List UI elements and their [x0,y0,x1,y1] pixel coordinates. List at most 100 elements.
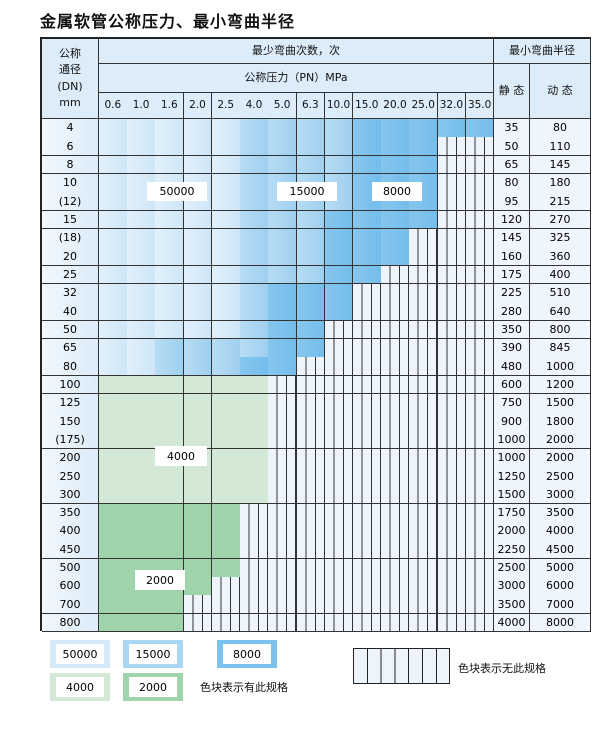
dynamic-radius-cell: 510 [530,283,591,303]
no-spec-cell [183,595,213,615]
spec-cell [240,412,269,431]
no-spec-cell [437,485,467,505]
no-spec-cell [324,467,354,486]
dn-cell: 65 [42,338,99,358]
spec-cell [99,320,128,340]
no-spec-cell [352,412,382,431]
spec-cell [409,155,439,175]
no-spec-cell [296,540,326,560]
no-spec-cell [324,522,354,541]
legend-label: 15000 [129,644,177,664]
spec-cell [99,522,128,541]
spec-cell [268,228,297,248]
spec-cell [409,137,439,157]
dn-cell: 8 [42,155,99,175]
spec-cell [324,210,354,230]
no-spec-cell [409,430,439,450]
spec-cell [211,247,241,267]
spec-cell [211,173,241,193]
pressure-column-header: 0.6 [99,93,128,119]
spec-cell [296,320,326,340]
spec-cell [183,137,213,157]
spec-cell [352,265,382,285]
no-spec-cell [465,467,495,486]
dn-cell: 700 [42,595,99,615]
spec-cell [240,247,269,267]
pressure-column-header: 4.0 [240,93,269,119]
dn-cell: 500 [42,558,99,578]
static-radius-cell: 1000 [494,448,530,468]
dn-cell: (175) [42,430,99,450]
no-spec-cell [465,338,495,358]
spec-cell [211,540,241,560]
no-spec-cell [324,338,354,358]
no-spec-cell [437,595,467,615]
dynamic-radius-cell: 845 [530,338,591,358]
static-radius-cell: 280 [494,302,530,322]
no-spec-cell [437,228,467,248]
no-spec-cell [352,613,382,633]
spec-cell [127,137,156,157]
spec-cell [324,155,354,175]
spec-cell [211,338,241,358]
no-spec-cell [381,320,410,340]
no-spec-cell [465,357,495,376]
spec-cell [240,265,269,285]
dynamic-radius-cell: 180 [530,173,591,193]
dn-cell: 400 [42,522,99,541]
spec-cell [183,540,213,560]
no-spec-cell [409,338,439,358]
no-spec-cell [352,577,382,596]
spec-cell [183,412,213,431]
pressure-column-header: 1.6 [155,93,185,119]
spec-cell [155,247,185,267]
dn-cell: 300 [42,485,99,505]
spec-cell [99,485,128,505]
spec-cell [211,467,241,486]
spec-cell [381,228,410,248]
spec-cell [99,430,128,450]
pressure-column-header: 25.0 [409,93,439,119]
dynamic-radius-cell: 5000 [530,558,591,578]
no-spec-cell [352,430,382,450]
static-radius-cell: 1000 [494,430,530,450]
dn-cell: (12) [42,192,99,212]
spec-cell [240,283,269,303]
spec-cell [211,265,241,285]
dynamic-radius-cell: 6000 [530,577,591,596]
no-spec-cell [381,467,410,486]
legend-label: 8000 [223,644,271,664]
spec-cell [296,283,326,303]
no-spec-cell [324,357,354,376]
no-spec-cell [352,302,382,322]
spec-cell [99,613,128,633]
no-spec-cell [324,503,354,523]
spec-cell [183,467,213,486]
no-spec-cell [324,448,354,468]
spec-cell [240,467,269,486]
no-spec-cell [381,430,410,450]
static-radius-cell: 480 [494,357,530,376]
spec-cell [211,228,241,248]
spec-cell [183,338,213,358]
spec-cell [99,393,128,413]
spec-cell [155,503,185,523]
spec-cell [381,119,410,138]
no-spec-cell [437,283,467,303]
spec-cell [211,393,241,413]
spec-cell [324,283,354,303]
no-spec-cell [324,577,354,596]
no-spec-cell [409,283,439,303]
no-spec-cell [409,228,439,248]
static-radius-cell: 225 [494,283,530,303]
legend-2000: 2000 [123,673,183,701]
no-spec-cell [437,302,467,322]
no-spec-cell [268,467,297,486]
no-spec-cell [183,613,213,633]
no-spec-cell [465,247,495,267]
no-spec-cell [465,577,495,596]
spec-cell [99,448,128,468]
no-spec-cell [437,522,467,541]
spec-cell [127,302,156,322]
static-radius-cell: 65 [494,155,530,175]
